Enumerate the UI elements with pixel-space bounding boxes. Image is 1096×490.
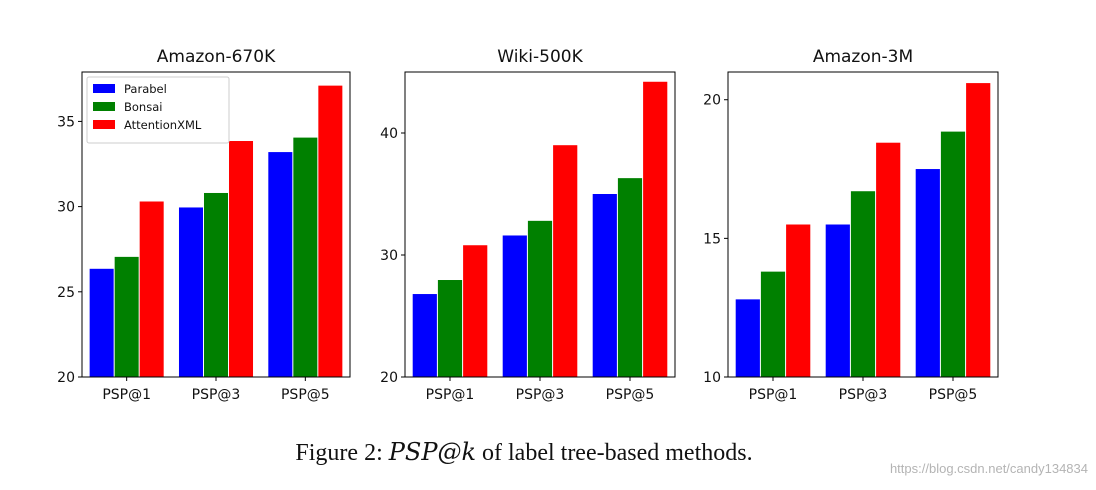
bar-Bonsai-PSP@1 [760, 271, 786, 377]
bar-Parabel-PSP@5 [592, 194, 617, 377]
x-tick-label: PSP@1 [102, 387, 151, 403]
bar-Parabel-PSP@5 [268, 152, 293, 377]
y-tick-label: 20 [380, 370, 398, 386]
bar-Bonsai-PSP@5 [293, 137, 318, 377]
watermark: https://blog.csdn.net/candy134834 [889, 461, 1088, 476]
x-tick-label: PSP@3 [192, 387, 241, 403]
y-tick-label: 30 [57, 200, 75, 216]
y-tick-label: 40 [380, 126, 398, 142]
y-tick-label: 30 [380, 248, 398, 264]
bar-Parabel-PSP@1 [412, 294, 437, 377]
legend-label: AttentionXML [124, 118, 202, 132]
x-tick-label: PSP@1 [426, 387, 475, 403]
legend-swatch [93, 84, 115, 93]
bar-Parabel-PSP@5 [915, 169, 940, 377]
bar-Parabel-PSP@1 [735, 299, 760, 377]
y-tick-label: 15 [703, 231, 721, 247]
chart-title: Amazon-3M [813, 47, 913, 67]
figure-caption: Figure 2: PSP@k of label tree-based meth… [0, 438, 1048, 467]
y-tick-label: 20 [57, 370, 75, 386]
bar-Bonsai-PSP@3 [527, 220, 553, 377]
bar-AttentionXML-PSP@5 [966, 83, 991, 377]
chart-title: Amazon-670K [157, 47, 276, 67]
legend-label: Bonsai [124, 100, 162, 114]
bar-AttentionXML-PSP@1 [786, 224, 811, 377]
caption-suffix: of label tree-based methods. [476, 440, 753, 466]
bar-Parabel-PSP@1 [89, 268, 114, 377]
x-tick-label: PSP@3 [839, 387, 888, 403]
legend-label: Parabel [124, 82, 167, 96]
caption-prefix: Figure 2: [295, 440, 389, 466]
chart-1: Amazon-670K 20 25 30 35 PSP@1 PSP@3 PSP@5 Parabe… [57, 47, 351, 403]
bar-AttentionXML-PSP@3 [876, 142, 901, 377]
y-tick-label: 35 [57, 114, 75, 130]
y-tick-label: 20 [703, 93, 721, 109]
x-tick-label: PSP@5 [606, 387, 655, 403]
chart-title: Wiki-500K [497, 47, 583, 67]
bar-Bonsai-PSP@1 [114, 256, 139, 377]
caption-math: PSP@k [388, 438, 477, 466]
y-tick-label: 10 [703, 370, 721, 386]
x-tick-label: PSP@3 [516, 387, 565, 403]
chart-2: Wiki-500K 20 30 40 PSP@1 PSP@3 PSP@5 [380, 47, 676, 403]
bar-AttentionXML-PSP@5 [643, 81, 668, 377]
legend-swatch [93, 120, 115, 129]
bar-Parabel-PSP@3 [502, 235, 527, 377]
bar-Bonsai-PSP@1 [437, 280, 463, 377]
bar-AttentionXML-PSP@1 [139, 201, 164, 377]
bar-Parabel-PSP@3 [825, 224, 850, 377]
bar-AttentionXML-PSP@1 [463, 245, 488, 377]
bar-Bonsai-PSP@5 [940, 131, 966, 377]
legend: Parabel Bonsai AttentionXML [86, 76, 230, 144]
figure: Amazon-670K 20 25 30 35 PSP@1 PSP@3 PSP@5 Parabe… [57, 47, 999, 403]
bar-AttentionXML-PSP@3 [553, 145, 578, 377]
x-tick-label: PSP@1 [749, 387, 798, 403]
bar-Parabel-PSP@3 [178, 207, 203, 377]
bar-Bonsai-PSP@5 [617, 178, 643, 377]
bar-Bonsai-PSP@3 [850, 191, 876, 377]
y-tick-label: 25 [57, 285, 75, 301]
x-tick-label: PSP@5 [281, 387, 330, 403]
legend-swatch [93, 102, 115, 111]
bar-AttentionXML-PSP@5 [318, 85, 343, 377]
x-tick-label: PSP@5 [929, 387, 978, 403]
chart-3: Amazon-3M 10 15 20 PSP@1 PSP@3 PSP@5 [703, 47, 999, 403]
bar-Bonsai-PSP@3 [203, 192, 229, 377]
bar-AttentionXML-PSP@3 [229, 141, 254, 377]
